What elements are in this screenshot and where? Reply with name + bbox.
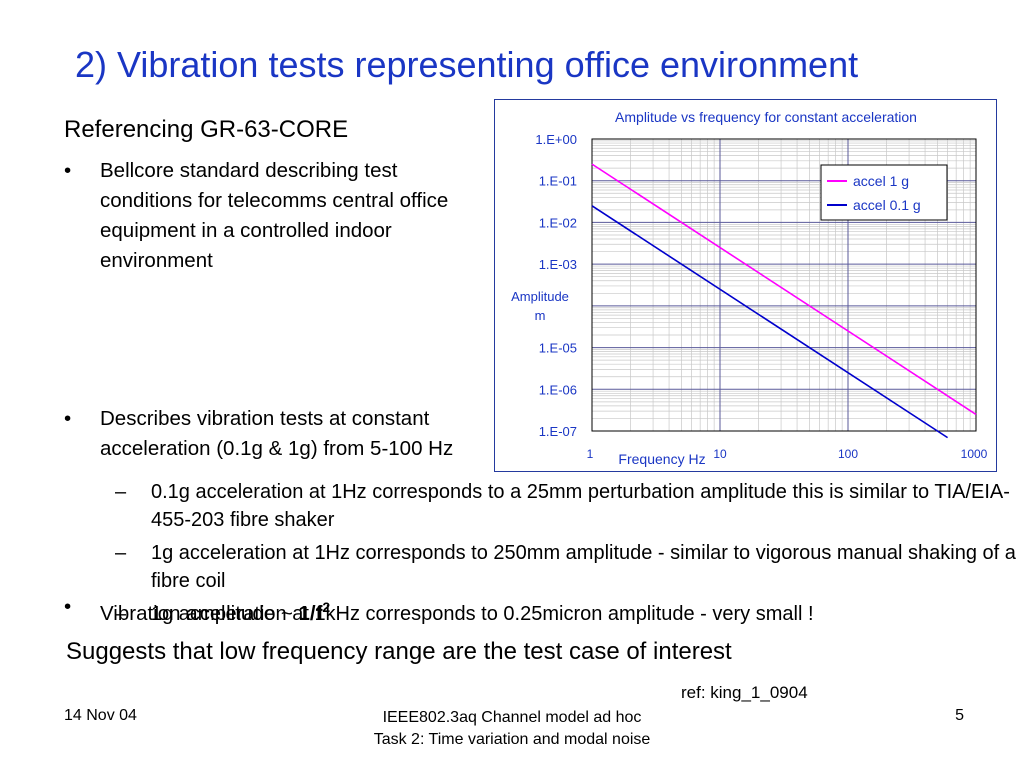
bullet-text: Describes vibration tests at constant ac…: [100, 407, 454, 460]
bullet-marker: •: [64, 407, 72, 430]
bullet-item: • Vibration amplitude ~ 1/f2: [64, 592, 484, 629]
series-line: [591, 163, 977, 416]
sub-bullet-list: – 0.1g acceleration at 1Hz corresponds t…: [115, 478, 1020, 633]
slide-title: 2) Vibration tests representing office e…: [75, 44, 859, 85]
sub-bullet-text: 0.1g acceleration at 1Hz corresponds to …: [151, 481, 1010, 531]
reference-heading: Referencing GR-63-CORE: [64, 116, 349, 143]
y-tick-label: 1.E-03: [539, 257, 577, 272]
legend-label: accel 0.1 g: [853, 197, 921, 213]
bullet-list: • Bellcore standard describing test cond…: [64, 156, 484, 625]
legend-box: [820, 164, 948, 221]
footer-center-line1: IEEE802.3aq Channel model ad hoc: [382, 709, 642, 726]
chart-frame: Amplitude vs frequency for constant acce…: [494, 99, 997, 472]
footer-center-line2: Task 2: Time variation and modal noise: [373, 731, 651, 748]
bullet-item: • Describes vibration tests at constant …: [64, 404, 484, 464]
sub-bullet-marker: –: [115, 603, 127, 625]
legend-label: accel 1 g: [853, 173, 909, 189]
y-tick-label: 1.E-01: [539, 174, 577, 189]
sub-bullet-marker: –: [115, 481, 127, 503]
sub-bullet-text: 1g acceleration at 1Hz corresponds to 25…: [151, 542, 1016, 592]
x-tick-label: 1000: [961, 447, 988, 461]
formula-text: 1/f: [298, 601, 323, 625]
bullet-marker: •: [64, 159, 72, 182]
conclusion-text: Suggests that low frequency range are th…: [66, 638, 732, 665]
bullet-marker: •: [64, 595, 72, 618]
y-axis-label: m: [535, 308, 546, 323]
y-tick-label: 1.E-05: [539, 341, 577, 356]
sub-bullet-item: – 1g acceleration at 1kHz corresponds to…: [115, 600, 1020, 628]
sub-bullet-text: 1g acceleration at 1kHz corresponds to 0…: [151, 603, 814, 625]
sub-bullet-item: – 0.1g acceleration at 1Hz corresponds t…: [115, 478, 1020, 534]
footer-date: 14 Nov 04: [64, 707, 137, 724]
footer-center: IEEE802.3aq Channel model ad hoc Task 2:…: [312, 707, 712, 751]
bullet-text: Vibration amplitude ~: [100, 601, 299, 625]
sub-bullet-item: – 1g acceleration at 1Hz corresponds to …: [115, 539, 1020, 595]
chart-svg: Amplitude vs frequency for constant acce…: [511, 109, 988, 467]
y-axis-label: Amplitude: [511, 289, 569, 304]
plot-area-border: [591, 138, 977, 432]
formula-exponent: 2: [322, 599, 331, 615]
x-tick-label: 100: [838, 447, 858, 461]
footer-page-number: 5: [955, 707, 964, 724]
reference-note: ref: king_1_0904: [681, 683, 808, 702]
chart-title: Amplitude vs frequency for constant acce…: [615, 109, 917, 125]
bullet-item: • Bellcore standard describing test cond…: [64, 156, 484, 276]
y-tick-label: 1.E-06: [539, 382, 577, 397]
sub-bullet-marker: –: [115, 542, 127, 564]
y-tick-label: 1.E-07: [539, 424, 577, 439]
x-tick-label: 1: [587, 447, 594, 461]
x-tick-label: 10: [713, 447, 727, 461]
x-axis-label: Frequency Hz: [618, 451, 705, 467]
bullet-text: Bellcore standard describing test condit…: [100, 159, 449, 272]
y-tick-label: 1.E+00: [535, 132, 577, 147]
y-tick-label: 1.E-02: [539, 215, 577, 230]
series-line: [591, 205, 949, 439]
